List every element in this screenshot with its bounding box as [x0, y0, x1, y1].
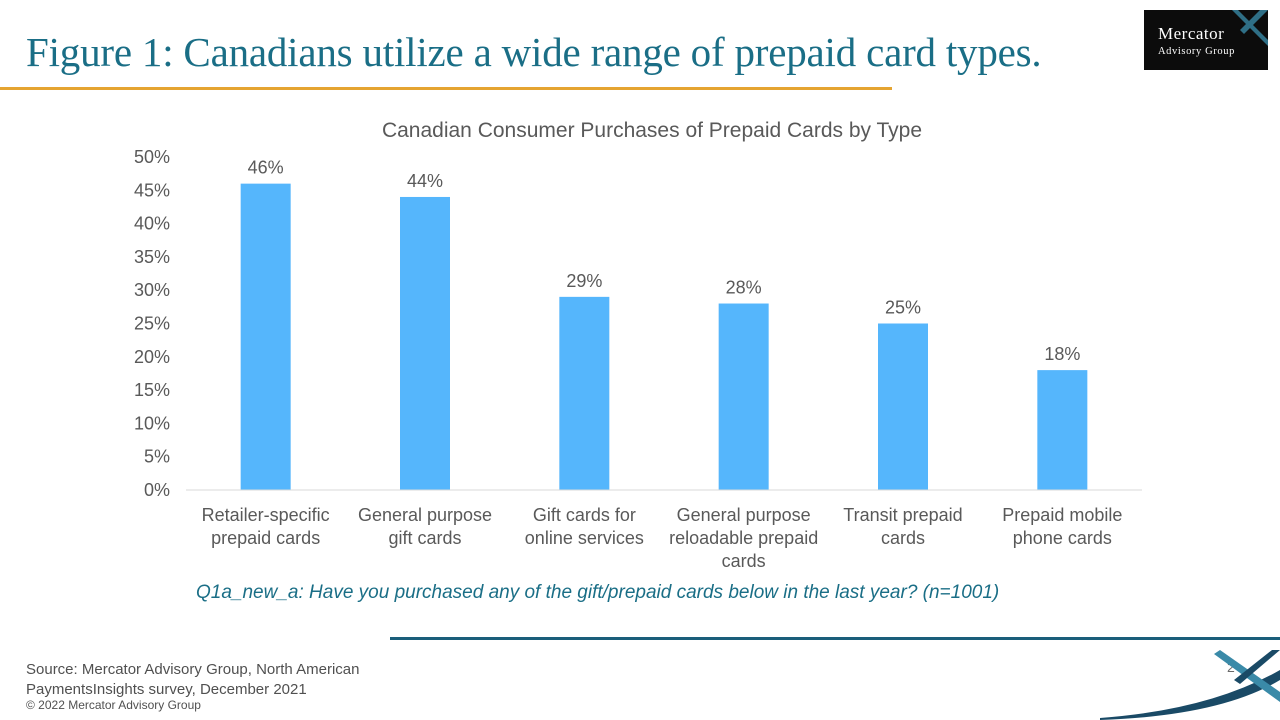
y-tick-label: 40% — [134, 214, 170, 234]
data-label: 25% — [885, 298, 921, 318]
x-tick-label: Transit prepaid cards — [843, 505, 962, 548]
x-tick-label: General purpose gift cards — [358, 505, 492, 548]
bars-group: 46% 44% 29% 28% 25% 18% — [240, 158, 1088, 490]
bar — [240, 183, 291, 490]
data-label: 44% — [407, 171, 443, 191]
corner-swoosh-icon — [1100, 650, 1280, 720]
page-number: 2 — [1227, 659, 1235, 675]
y-tick-label: 50% — [134, 147, 170, 167]
bar — [1037, 370, 1088, 490]
mercator-logo: Mercator Advisory Group — [1144, 10, 1268, 70]
y-tick-label: 25% — [134, 314, 170, 334]
title-divider — [0, 87, 892, 90]
y-axis: 0% 5% 10% 15% 20% 25% 30% 35% 40% 45% 50% — [134, 147, 170, 500]
y-tick-label: 20% — [134, 347, 170, 367]
y-tick-label: 10% — [134, 413, 170, 433]
chart-title: Canadian Consumer Purchases of Prepaid C… — [382, 119, 922, 142]
logo-x-mark-icon — [1232, 10, 1268, 46]
x-axis: Retailer-specific prepaid cards General pu… — [202, 505, 1123, 571]
bar — [400, 196, 450, 490]
logo-text-line2: Advisory Group — [1158, 46, 1235, 57]
y-tick-label: 0% — [144, 480, 170, 500]
bar — [559, 296, 610, 490]
data-label: 29% — [566, 271, 602, 291]
x-tick-label: Gift cards for online services — [525, 505, 644, 548]
x-tick-label: Retailer-specific prepaid cards — [202, 505, 330, 548]
logo-text-line1: Mercator — [1158, 24, 1225, 43]
y-tick-label: 5% — [144, 447, 170, 467]
bar — [718, 303, 769, 490]
x-tick-label: General purpose reloadable prepaid cards — [669, 505, 818, 571]
source-note: Source: Mercator Advisory Group, North A… — [26, 661, 360, 698]
footer-divider — [390, 637, 1280, 640]
bar — [878, 323, 928, 490]
y-tick-label: 15% — [134, 380, 170, 400]
bar-chart: Canadian Consumer Purchases of Prepaid C… — [134, 119, 1142, 571]
y-tick-label: 45% — [134, 180, 170, 200]
copyright-note: © 2022 Mercator Advisory Group — [26, 698, 201, 712]
x-tick-label: Prepaid mobile phone cards — [1002, 505, 1122, 548]
data-label: 18% — [1044, 344, 1080, 364]
y-tick-label: 35% — [134, 247, 170, 267]
survey-question: Q1a_new_a: Have you purchased any of the… — [196, 582, 1000, 603]
slide-title: Figure 1: Canadians utilize a wide range… — [26, 29, 1042, 75]
y-tick-label: 30% — [134, 280, 170, 300]
data-label: 28% — [726, 278, 762, 298]
data-label: 46% — [248, 158, 284, 178]
